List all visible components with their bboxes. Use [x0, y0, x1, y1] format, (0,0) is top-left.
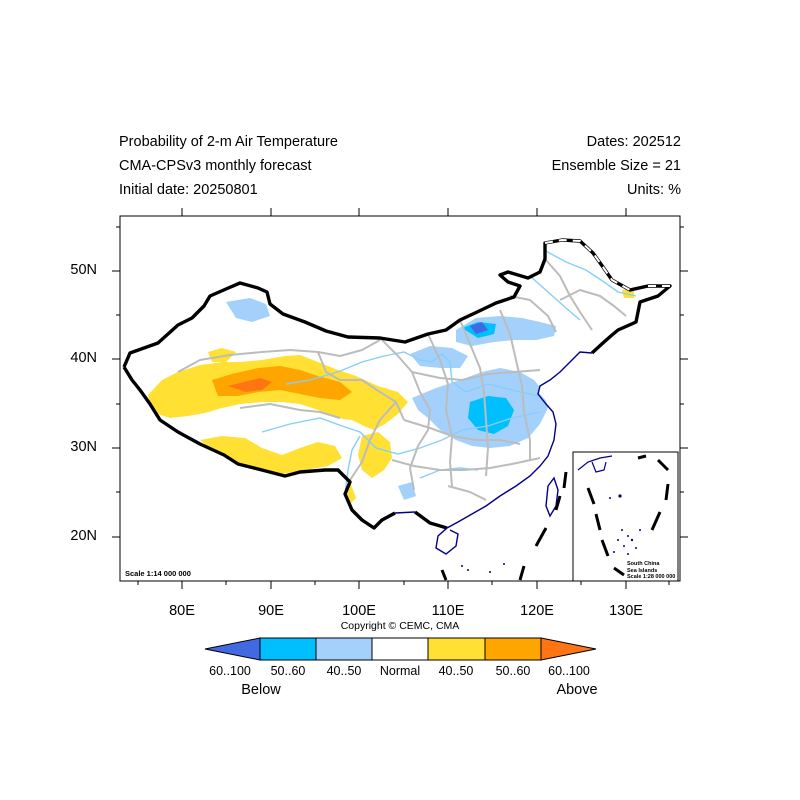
lon-label-100e: 100E: [342, 603, 376, 619]
inset-caption-line-1: South China: [627, 561, 660, 567]
colorbar: [204, 637, 597, 661]
coastline: [394, 351, 593, 555]
province-border-central-west: [379, 337, 431, 491]
province-border-central-east: [459, 319, 489, 477]
rivers: [261, 249, 637, 495]
units-label: Units: %: [627, 182, 681, 198]
province-borders: [177, 258, 627, 501]
lon-label-120e: 120E: [520, 603, 554, 619]
lat-label-20n: 20N: [70, 528, 97, 544]
colorbar-below-label: Below: [241, 682, 281, 698]
colorbar-label-0: 60..100: [209, 664, 251, 678]
inset-caption: South China Sea Islands Scale 1:28 000 0…: [627, 561, 675, 581]
map-panel: [112, 208, 688, 589]
lon-label-80e: 80E: [169, 603, 195, 619]
river-southwest: [344, 435, 361, 495]
below-50-60-region-east: [468, 396, 514, 434]
probability-shading: [148, 288, 634, 506]
amur-river: [543, 249, 637, 297]
colorbar-label-3: Normal: [379, 664, 421, 678]
yangtze-river: [261, 411, 541, 455]
colorbar-bin-5: [484, 637, 542, 661]
dates-label: Dates: 202512: [586, 134, 681, 150]
copyright-notice: Copyright © CEMC, CMA: [340, 620, 460, 632]
lat-label-50n: 50N: [70, 262, 97, 278]
colorbar-label-2: 40..50: [326, 664, 362, 678]
below-40-50-region-south: [398, 482, 416, 500]
lat-label-30n: 30N: [70, 439, 97, 455]
inset-dash-line: [586, 454, 670, 577]
province-border-yangtze: [403, 419, 521, 445]
above-40-50-region-south-tibet: [200, 436, 342, 474]
province-border-tibet: [239, 403, 341, 419]
south-china-sea-inset: [572, 451, 679, 582]
province-border-inner-mongolia: [509, 295, 557, 333]
scale-text: Scale 1:14 000 000: [125, 569, 191, 578]
province-border-jilin: [559, 289, 627, 317]
colorbar-bin-6: [540, 637, 597, 661]
title-line-3: Initial date: 20250801: [119, 182, 258, 198]
colorbar-bin-3: [371, 637, 429, 661]
ensemble-size-label: Ensemble Size = 21: [551, 158, 681, 174]
province-border-south: [391, 457, 541, 471]
colorbar-bin-1: [259, 637, 317, 661]
inset-frame: [572, 451, 679, 582]
colorbar-label-4: 40..50: [438, 664, 474, 678]
songhua-river: [529, 275, 581, 321]
small-islands: [461, 563, 505, 573]
inset-coastline: [577, 455, 613, 473]
colorbar-bin-0: [204, 637, 261, 661]
map-ticks: [112, 208, 688, 589]
province-border-guangdong: [447, 485, 487, 501]
yellow-river: [285, 351, 539, 397]
above-60-100-region: [228, 378, 272, 392]
below-40-50-region-xinjiang: [226, 298, 270, 322]
title-line-2: CMA-CPSv3 monthly forecast: [119, 158, 312, 174]
lat-label-40n: 40N: [70, 350, 97, 366]
colorbar-label-5: 50..60: [495, 664, 531, 678]
colorbar-label-1: 50..60: [270, 664, 306, 678]
nine-dash-line: [440, 471, 568, 581]
inset-caption-line-2: Sea Islands: [627, 567, 658, 574]
lon-label-90e: 90E: [258, 603, 284, 619]
national-border-dash-highlight: [544, 238, 670, 291]
inset-islands: [609, 494, 641, 555]
province-border-sichuan-west: [349, 401, 397, 481]
above-40-50-region-sichuan: [358, 432, 392, 478]
province-border-xinjiang-tibet: [177, 339, 381, 373]
inset-caption-line-3: Scale 1:28 000 000: [627, 574, 676, 580]
title-line-1: Probability of 2-m Air Temperature: [119, 134, 338, 150]
province-border-central: [427, 333, 453, 487]
above-40-50-region-west: [148, 355, 408, 430]
province-border-east: [499, 309, 531, 460]
lon-label-110e: 110E: [431, 603, 465, 619]
province-border-north-china: [411, 369, 541, 381]
below-60-100-region: [470, 322, 488, 334]
colorbar-label-6: 60..100: [548, 664, 590, 678]
lon-label-130e: 130E: [609, 603, 643, 619]
colorbar-bin-2: [315, 637, 373, 661]
colorbar-above-label: Above: [556, 682, 598, 698]
colorbar-bin-4: [427, 637, 486, 661]
